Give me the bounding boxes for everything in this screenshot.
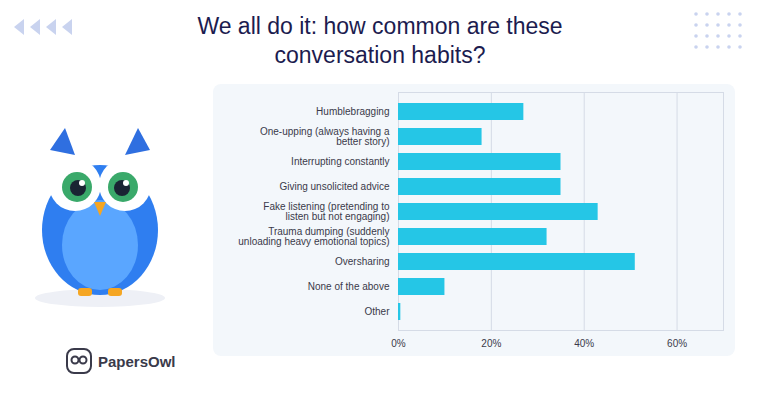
svg-text:20%: 20%	[481, 338, 501, 349]
svg-text:Interrupting constantly: Interrupting constantly	[291, 156, 389, 167]
svg-text:Oversharing: Oversharing	[335, 256, 389, 267]
svg-text:40%: 40%	[574, 338, 594, 349]
svg-text:Other: Other	[364, 306, 390, 317]
svg-text:Trauma dumping (suddenlyunload: Trauma dumping (suddenlyunloading heavy …	[238, 226, 389, 247]
svg-text:None of the above: None of the above	[308, 281, 390, 292]
svg-text:60%: 60%	[667, 338, 687, 349]
svg-text:Humblebragging: Humblebragging	[316, 106, 389, 117]
svg-text:Fake listening (pretending tol: Fake listening (pretending tolisten but …	[263, 201, 390, 222]
svg-text:0%: 0%	[391, 338, 406, 349]
svg-text:One-upping (always having abet: One-upping (always having abetter story)	[260, 126, 390, 147]
svg-text:Giving unsolicited advice: Giving unsolicited advice	[279, 181, 389, 192]
html-text:PapersOwl: PapersOwl	[98, 352, 176, 370]
html-text:We all do it: how common are t: We all do it: how common are these conve…	[197, 13, 563, 68]
